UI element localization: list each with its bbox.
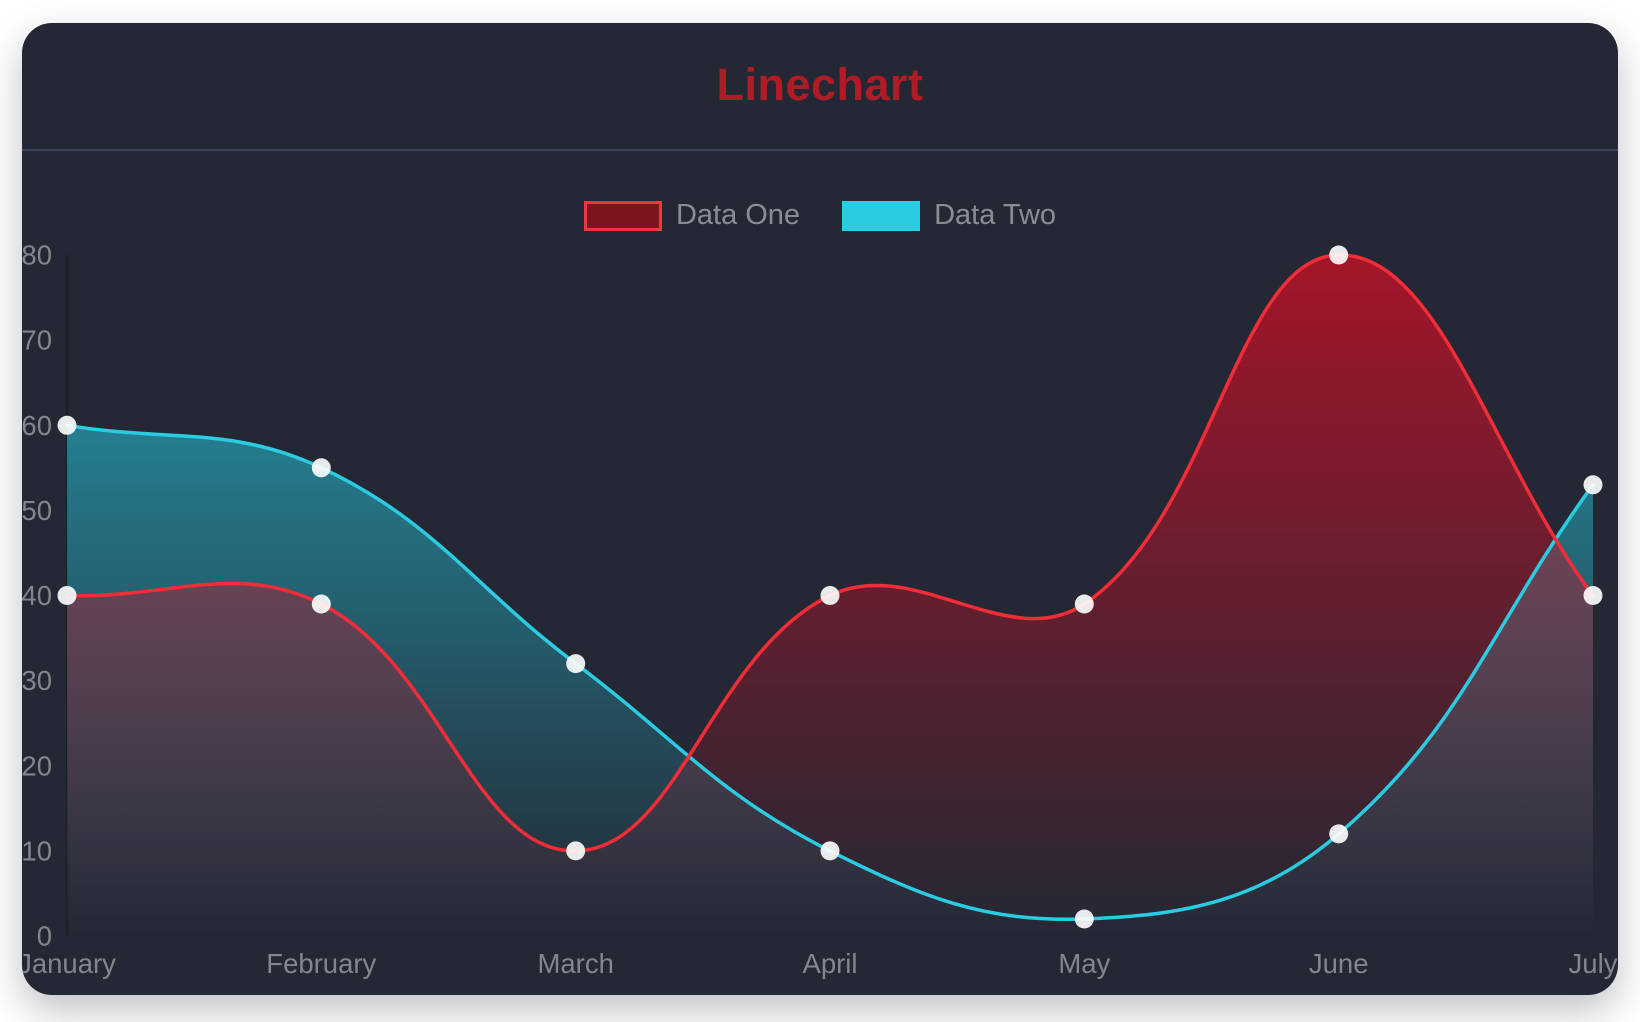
y-tick-label-40: 40 (22, 580, 52, 611)
y-tick-label-50: 50 (22, 495, 52, 526)
data-one-swatch-icon (583, 200, 662, 231)
data-one-point-february[interactable] (311, 594, 331, 614)
chart-title: Linechart (716, 59, 924, 110)
data-two-swatch-icon (842, 200, 921, 231)
data-two-point-february[interactable] (311, 458, 331, 478)
legend-item-data-two[interactable]: Data Two (842, 199, 1056, 232)
y-tick-label-20: 20 (22, 750, 52, 781)
data-one-point-april[interactable] (820, 586, 840, 605)
data-one-point-march[interactable] (566, 841, 586, 861)
data-two-point-july[interactable] (1583, 475, 1603, 495)
data-two-point-may[interactable] (1074, 909, 1094, 929)
legend-label-data-one: Data One (675, 199, 801, 231)
title-divider (22, 149, 1618, 151)
data-one-point-june[interactable] (1329, 245, 1349, 265)
x-tick-label-march: March (537, 948, 613, 979)
data-one-area (67, 254, 1593, 936)
y-tick-label-30: 30 (22, 665, 52, 696)
x-tick-label-may: May (1058, 948, 1110, 979)
legend-label-data-two: Data Two (934, 199, 1057, 231)
data-one-point-may[interactable] (1074, 594, 1094, 614)
y-tick-label-80: 80 (22, 240, 52, 271)
y-tick-label-70: 70 (22, 325, 52, 356)
chart-legend: Data One Data Two (22, 199, 1618, 232)
x-tick-label-june: June (1309, 948, 1369, 979)
x-tick-label-february: February (266, 948, 376, 979)
data-two-point-june[interactable] (1329, 824, 1349, 844)
y-tick-label-10: 10 (22, 835, 52, 866)
x-tick-label-january: January (22, 948, 116, 979)
y-tick-label-60: 60 (22, 410, 52, 441)
y-tick-label-0: 0 (37, 921, 52, 952)
line-chart-plot: 0 10 20 30 40 50 60 70 80 January February March Apr… (22, 240, 1618, 980)
data-one-point-january[interactable] (57, 586, 77, 605)
chart-card: Linechart Data One Data Two 0 10 20 30 40 50 6… (22, 23, 1618, 995)
data-two-point-april[interactable] (820, 841, 840, 861)
data-one-point-july[interactable] (1583, 586, 1603, 605)
x-tick-label-july: July (1569, 948, 1618, 979)
legend-item-data-one[interactable]: Data One (583, 199, 801, 232)
data-two-point-march[interactable] (566, 654, 586, 674)
data-two-point-january[interactable] (57, 415, 77, 435)
x-tick-label-april: April (802, 948, 857, 979)
